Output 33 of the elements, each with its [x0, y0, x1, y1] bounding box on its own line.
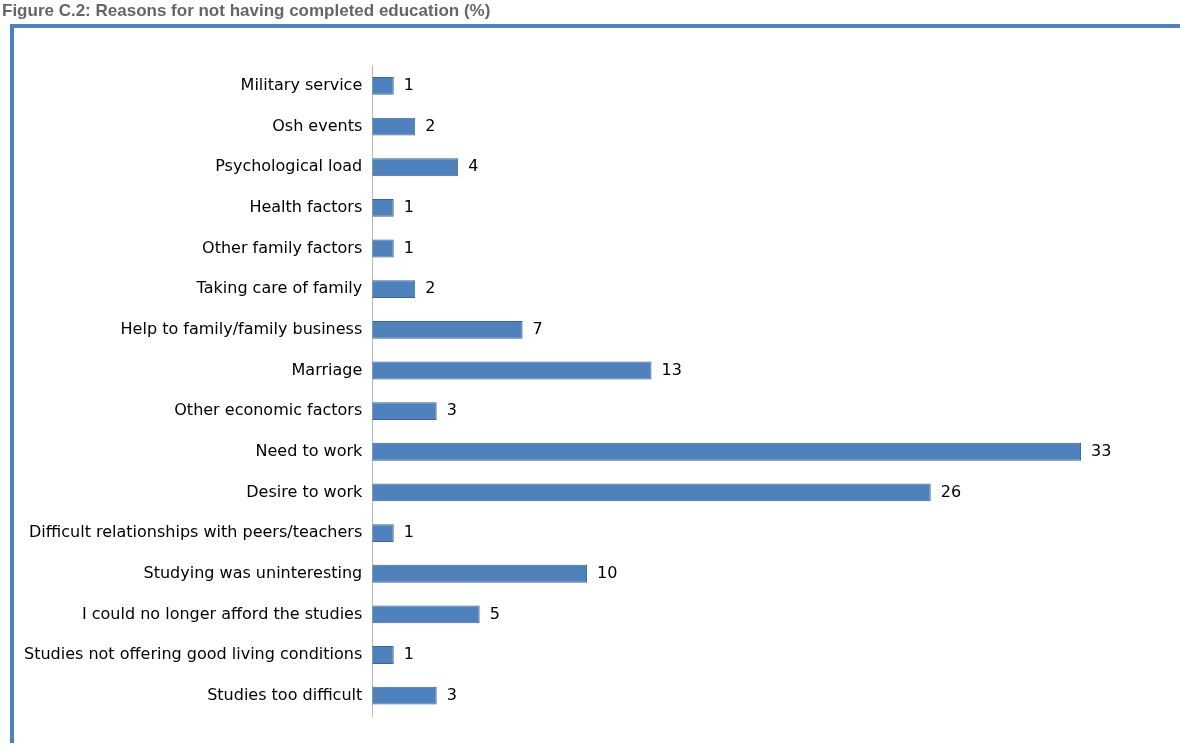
y-tick-label: Difficult relationships with peers/teachers	[29, 522, 363, 542]
data-label: 1	[403, 644, 414, 664]
y-tick-label: Osh events	[272, 115, 363, 135]
y-tick-label: Other family factors	[202, 237, 363, 257]
data-label: 1	[403, 197, 414, 217]
y-tick-label: Studying was uninteresting	[143, 562, 363, 582]
data-label: 1	[403, 75, 414, 95]
y-tick-label: Studies not offering good living conditions	[24, 644, 363, 664]
chart-title: Figure C.2: Reasons for not having completed education (%)	[2, 1, 491, 21]
data-label: 26	[940, 481, 962, 501]
y-tick-label: Other economic factors	[174, 400, 363, 420]
data-label: 4	[468, 156, 479, 176]
data-label: 10	[597, 562, 618, 582]
data-label: 33	[1091, 440, 1112, 460]
data-label: 3	[446, 684, 457, 704]
y-tick-label: Desire to work	[246, 481, 363, 501]
data-label: 7	[532, 318, 543, 338]
y-tick-label: Studies too difficult	[207, 684, 363, 704]
y-tick-label: Health factors	[249, 197, 363, 217]
y-tick-label: Military service	[240, 75, 363, 95]
y-tick-label: Marriage	[291, 359, 363, 379]
y-tick-label: I could no longer afford the studies	[81, 603, 363, 623]
data-label: 1	[403, 522, 414, 542]
y-tick-label: Psychological load	[215, 156, 363, 176]
y-tick-label: Help to family/family business	[120, 318, 363, 338]
data-label: 3	[446, 400, 457, 420]
data-label: 13	[661, 359, 682, 379]
y-tick-label: Need to work	[255, 440, 363, 460]
data-label: 2	[425, 278, 436, 298]
data-label: 1	[403, 237, 414, 257]
data-label: 2	[425, 115, 436, 135]
y-tick-label: Taking care of family	[195, 278, 363, 298]
data-label: 5	[489, 603, 500, 623]
